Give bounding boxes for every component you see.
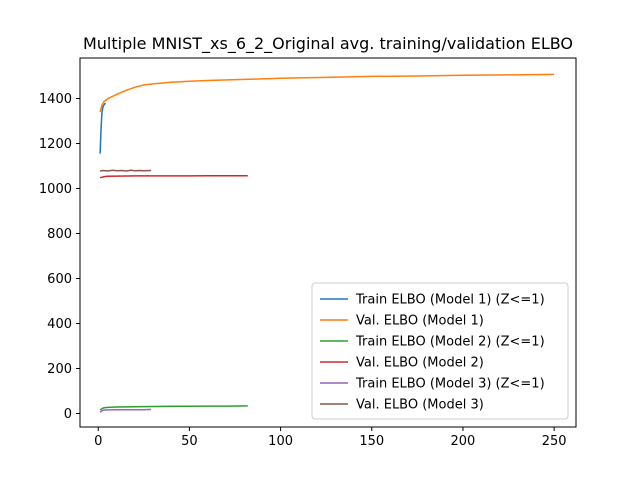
series-line-2 — [99, 73, 555, 113]
y-tick-label: 1000 — [39, 182, 72, 197]
x-tick-label: 200 — [451, 434, 476, 449]
x-tick-label: 0 — [94, 434, 102, 449]
y-tick-label: 0 — [64, 407, 72, 422]
x-tick-label: 100 — [268, 434, 293, 449]
plot-frame — [79, 57, 577, 428]
legend-box — [311, 282, 569, 420]
legend-label-1: Train ELBO (Model 1) (Z<=1) — [355, 293, 545, 308]
legend-label-5: Train ELBO (Model 3) (Z<=1) — [355, 377, 545, 392]
y-tick-label: 1400 — [39, 92, 72, 107]
series-line-5 — [99, 408, 152, 413]
y-tick-label: 1200 — [39, 137, 72, 152]
legend-label-6: Val. ELBO (Model 3) — [356, 398, 484, 413]
series-line-3 — [99, 405, 248, 411]
y-tick-label: 200 — [47, 362, 72, 377]
x-tick-label: 250 — [542, 434, 567, 449]
y-tick-label: 800 — [47, 227, 72, 242]
x-tick-label: 50 — [181, 434, 198, 449]
y-tick-label: 400 — [47, 317, 72, 332]
series-lines — [99, 73, 555, 413]
y-tick-label: 600 — [47, 272, 72, 287]
legend-label-4: Val. ELBO (Model 2) — [356, 356, 484, 371]
chart-title: Multiple MNIST_xs_6_2_Original avg. trai… — [83, 34, 573, 54]
series-line-1 — [99, 102, 107, 154]
series-line-4 — [99, 174, 248, 179]
series-line-6 — [99, 169, 152, 172]
legend-label-3: Train ELBO (Model 2) (Z<=1) — [355, 335, 545, 350]
legend: Train ELBO (Model 1) (Z<=1) Val. ELBO (Mo… — [311, 282, 569, 420]
x-tick-label: 150 — [359, 434, 384, 449]
legend-label-2: Val. ELBO (Model 1) — [356, 314, 484, 329]
axis-ticks: 0 50 100 150 200 250 0 200 400 600 800 1000 1200 1400 — [39, 92, 567, 449]
